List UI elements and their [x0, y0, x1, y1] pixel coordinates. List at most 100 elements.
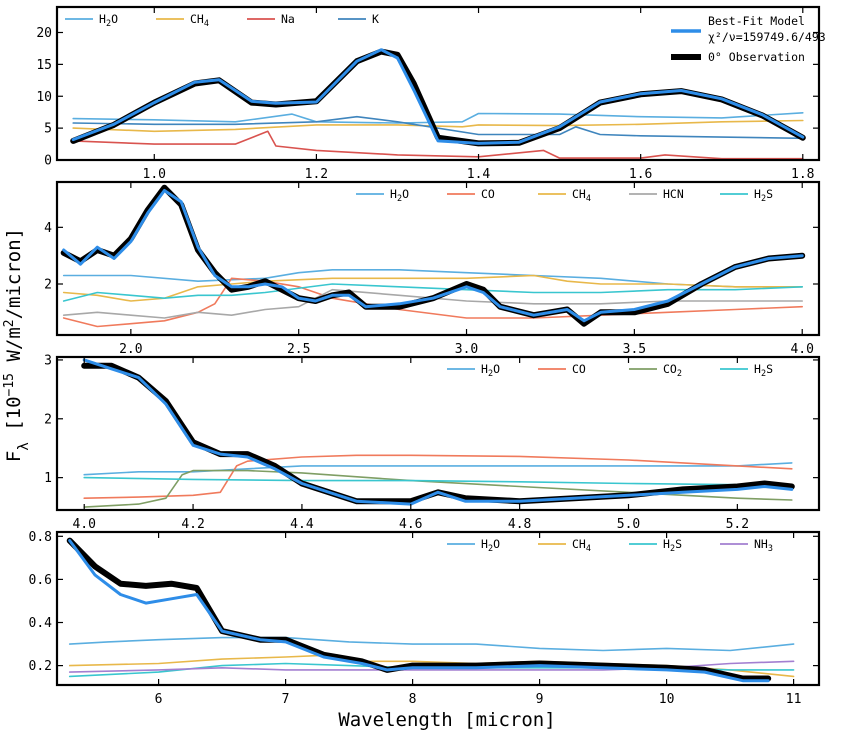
panel-1: 1.0 1.2 1.4 1.6 1.8 0 5 10 15 20 H2O CH4 Na K Best-Fit… [36, 5, 826, 182]
x-tick-label: 1.2 [305, 167, 328, 182]
legend-item-k: K [338, 12, 379, 26]
series-line-ch4 [62, 274, 803, 302]
series-line-na [72, 130, 804, 160]
y-tick-label: 3 [44, 353, 52, 368]
legend-item-h2s: H2S [720, 362, 773, 379]
x-tick-label: 2.0 [119, 342, 142, 357]
x-tick-label: 4.2 [181, 517, 204, 532]
y-tick-label: 15 [36, 58, 52, 73]
legend-label: K [372, 12, 379, 26]
legend-item-h2o: H2O [65, 12, 118, 29]
x-tick-label: 4.4 [290, 517, 314, 532]
x-tick-label: 2.5 [287, 342, 310, 357]
legend-item-h2o: H2O [447, 537, 500, 554]
legend-label: H2S [754, 187, 773, 204]
x-tick-label: 5.2 [726, 517, 749, 532]
legend-label: H2S [754, 362, 773, 379]
chi2-label: χ²/ν=159749.6/493 [708, 30, 826, 44]
y-tick-label: 0.6 [29, 573, 52, 588]
y-tick-label: 2 [44, 412, 52, 427]
legend-item-co2: CO2 [629, 362, 682, 379]
legend-item-ch4: CH4 [538, 537, 591, 554]
legend-label: CH4 [572, 537, 591, 554]
series-line-ch4 [72, 119, 804, 133]
y-tick-label: 4 [44, 221, 52, 236]
x-tick-label: 3.5 [623, 342, 646, 357]
model-line [68, 539, 770, 683]
x-tick-label: 1.8 [791, 167, 814, 182]
y-axis-title: Fλ [10−15 W/m2/micron] [2, 228, 33, 462]
panel-4: 6 7 8 9 10 11 0.2 0.4 0.6 0.8 H2O CH4 H2S NH3 [29, 530, 821, 707]
legend-label: CO [572, 362, 586, 376]
x-tick-label: 8 [409, 692, 417, 707]
chart-panels: 1.0 1.2 1.4 1.6 1.8 0 5 10 15 20 H2O CH4 Na K Best-Fit… [29, 5, 826, 707]
x-tick-label: 10 [659, 692, 675, 707]
series-line-h2o [72, 112, 804, 124]
legend-item-hcn: HCN [629, 187, 684, 201]
panel-2: 2.0 2.5 3.0 3.5 4.0 2 4 H2O CO CH4 HCN H2S [44, 180, 821, 357]
y-tick-label: 1 [44, 471, 52, 486]
x-tick-label: 5.0 [617, 517, 640, 532]
observation-line [70, 48, 806, 147]
x-axis-title: Wavelength [micron] [338, 709, 555, 731]
legend-item-nh3: NH3 [720, 537, 773, 554]
model-legend-label: Best-Fit Model [708, 14, 805, 28]
series-line-h2o [83, 462, 793, 476]
plot-area [81, 358, 795, 508]
axes-frame [55, 5, 821, 162]
y-tick-label: 0.8 [29, 530, 52, 545]
legend-label: CH4 [572, 187, 591, 204]
plot-area [66, 537, 795, 683]
legend-label: Na [281, 12, 295, 26]
legend-item-na: Na [247, 12, 295, 26]
legend-item-co: CO [538, 362, 586, 376]
legend-label: CO [481, 187, 495, 201]
legend-item-ch4: CH4 [156, 12, 209, 29]
species-legend: H2O CH4 H2S NH3 [447, 537, 773, 554]
legend-label: H2S [663, 537, 682, 554]
legend-label: NH3 [754, 537, 773, 554]
series-line-h2o [68, 636, 795, 652]
x-tick-label: 1.0 [143, 167, 166, 182]
y-tick-label: 0.2 [29, 659, 52, 674]
y-tick-label: 2 [44, 278, 52, 293]
x-tick-label: 1.4 [467, 167, 491, 182]
observation-legend-label: 0° Observation [708, 50, 805, 64]
y-tick-label: 5 [44, 122, 52, 137]
fit-legend: Best-Fit Model χ²/ν=159749.6/493 0° Observ… [671, 14, 826, 64]
series-line-h2s [83, 476, 793, 487]
series-line-co [83, 454, 793, 499]
legend-item-h2o: H2O [356, 187, 409, 204]
species-legend: H2O CO CO2 H2S [447, 362, 773, 379]
series-line-k [72, 115, 804, 140]
legend-item-co: CO [447, 187, 495, 201]
plot-area [60, 184, 806, 328]
legend-label: H2O [390, 187, 409, 204]
y-tick-label: 10 [36, 90, 52, 105]
y-tick-label: 0.4 [29, 616, 53, 631]
x-tick-label: 4.8 [508, 517, 531, 532]
model-line [62, 189, 804, 323]
x-tick-label: 6 [155, 692, 163, 707]
legend-label: CH4 [190, 12, 209, 29]
model-line [71, 48, 805, 145]
x-tick-label: 1.6 [629, 167, 652, 182]
x-tick-label: 9 [536, 692, 544, 707]
x-tick-label: 3.0 [455, 342, 478, 357]
axes-frame [55, 180, 821, 337]
plot-area [70, 48, 806, 160]
x-tick-label: 4.0 [790, 342, 813, 357]
x-tick-label: 4.6 [399, 517, 422, 532]
legend-label: H2O [481, 362, 500, 379]
species-legend: H2O CO CH4 HCN H2S [356, 187, 773, 204]
x-tick-label: 4.0 [72, 517, 95, 532]
axes-frame [55, 530, 821, 687]
legend-item-h2s: H2S [629, 537, 682, 554]
legend-label: H2O [481, 537, 500, 554]
axes-frame [55, 355, 821, 512]
legend-item-h2s: H2S [720, 187, 773, 204]
model-line [82, 358, 794, 506]
legend-item-ch4: CH4 [538, 187, 591, 204]
species-legend: H2O CH4 Na K [65, 12, 379, 29]
